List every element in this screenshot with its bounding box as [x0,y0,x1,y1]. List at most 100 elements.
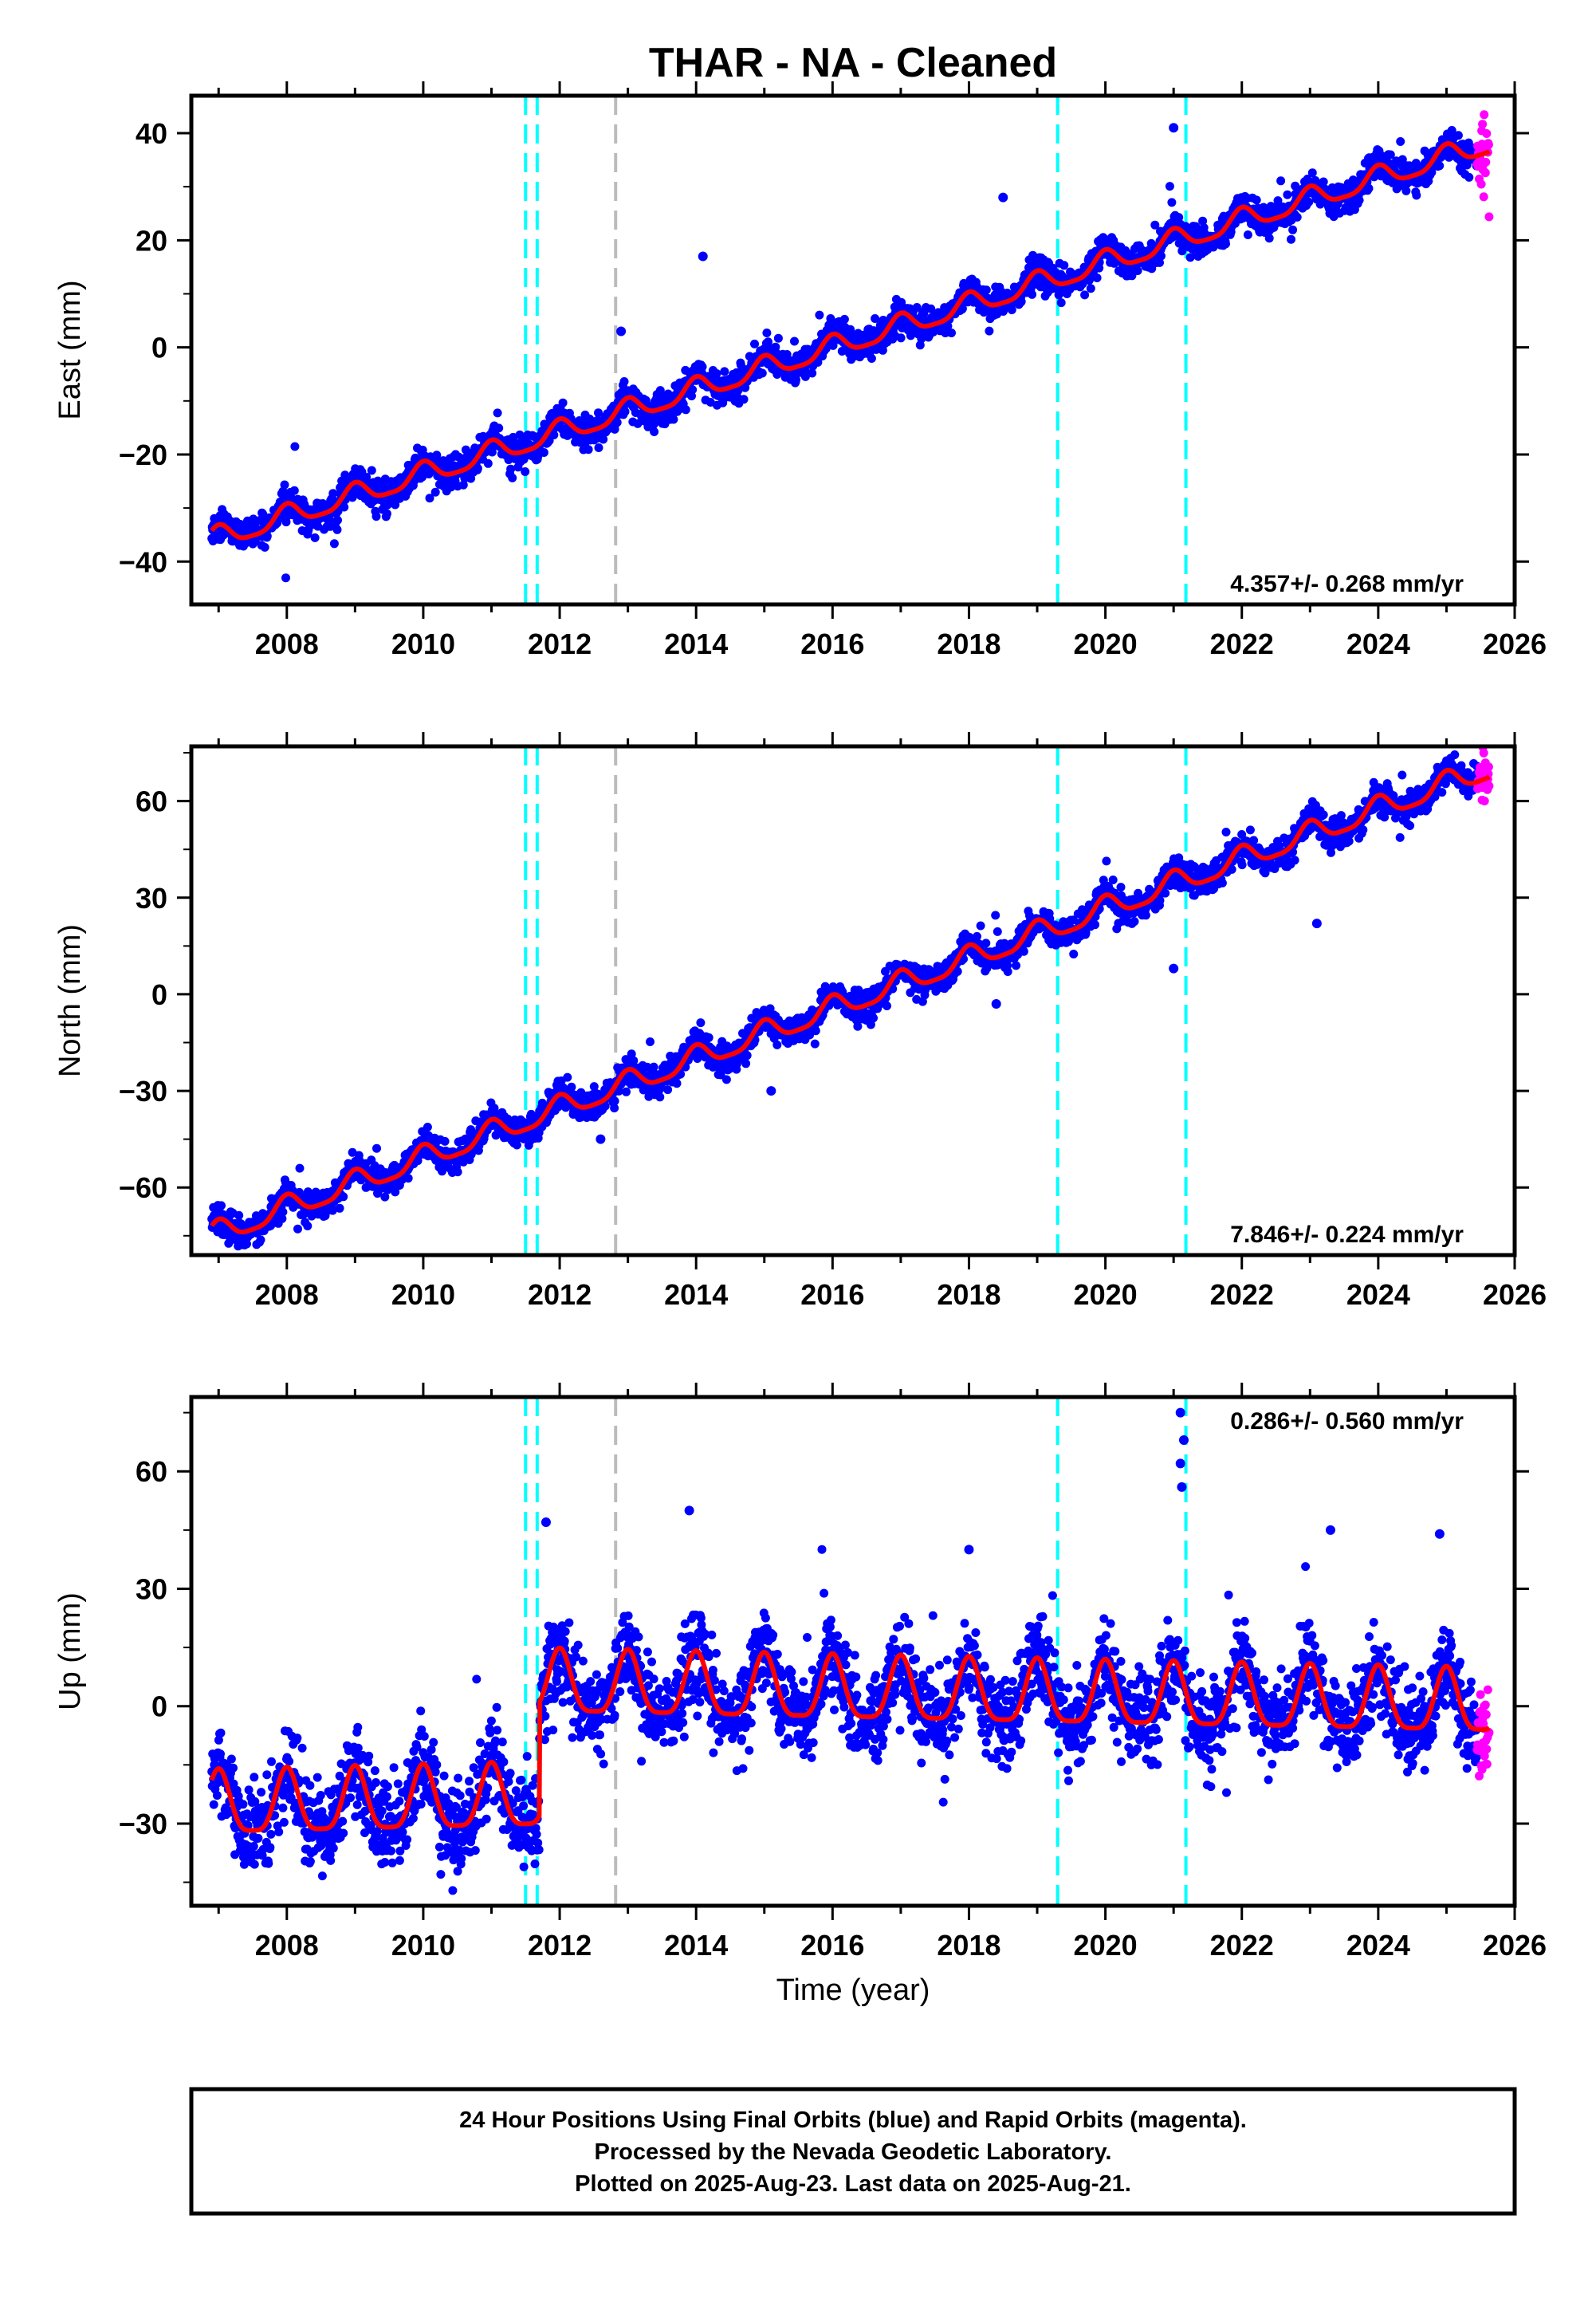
east-final-point [757,368,767,378]
east-final-point [1364,183,1374,193]
east-final-point [669,415,678,424]
east-final-point [619,377,629,386]
east-final-point [584,445,593,455]
east-final-point [790,336,799,346]
north-final-point [403,1174,413,1183]
east-final-point [1307,168,1317,178]
east-final-point [762,329,772,337]
east-x-tick-label: 2010 [391,628,455,660]
east-final-point [1056,298,1066,308]
east-final-point [1464,172,1474,182]
east-final-point [310,533,320,542]
east-x-tick-label: 2016 [800,628,864,660]
east-final-point [681,405,690,415]
east-final-point [706,398,715,407]
east-outlier-point [998,192,1008,203]
north-final-point [293,1224,302,1234]
east-final-point [650,427,659,436]
east-rapid-point [1481,157,1491,167]
east-final-point [483,458,493,468]
north-final-point [672,1079,682,1088]
east-final-point [867,354,876,363]
east-final-point [1028,289,1037,299]
east-rapid-point [1479,192,1488,202]
east-final-point [558,398,568,407]
north-final-point [810,1039,820,1049]
east-final-point [328,489,338,498]
north-final-point [646,1037,655,1046]
east-final-point [382,509,391,518]
east-final-point [1252,195,1261,205]
east-final-point [792,375,800,384]
east-final-point [633,419,643,428]
east-final-point [1243,230,1252,239]
east-final-point [473,463,482,473]
north-final-point [704,1033,713,1042]
east-final-point [1319,177,1328,187]
east-final-point [1157,251,1166,261]
north-final-point [991,911,1000,920]
east-final-point [1283,190,1292,199]
north-final-point [811,1026,820,1036]
north-final-point [649,1062,658,1072]
north-final-point [1012,961,1020,970]
east-final-point [839,314,849,324]
east-final-point [391,500,400,510]
east-outlier-point [616,326,627,336]
east-final-point [813,357,823,367]
east-x-tick-label: 2024 [1346,628,1410,660]
north-final-point [742,1051,752,1061]
east-final-point [878,345,887,355]
east-final-point [720,367,729,376]
east-final-point [698,362,707,372]
east-final-point [1092,274,1102,282]
east-x-tick-label: 2012 [528,628,592,660]
north-plot-area [207,746,1494,1255]
north-final-point [256,1235,265,1245]
north-final-point [372,1143,381,1153]
east-final-point [367,466,376,475]
north-final-point [976,921,985,931]
east-final-point [1453,131,1463,140]
east-outlier-point [698,251,708,262]
east-outlier-point [1169,123,1179,133]
north-final-point [883,1002,891,1010]
east-final-point [281,573,290,583]
east-final-point [515,430,525,439]
north-final-point [440,1136,450,1146]
north-final-point [655,1092,665,1102]
north-final-point [303,1222,313,1230]
east-final-point [712,369,721,378]
east-final-point [332,525,342,534]
east-final-point [612,418,622,427]
east-final-point [539,448,548,457]
east-final-point [340,502,349,512]
north-final-point [981,939,991,948]
north-final-point [217,1201,226,1210]
east-final-point [1165,182,1174,191]
east-rate-label: 4.357+/- 0.268 mm/yr [1230,571,1464,597]
east-rapid-point [1480,110,1489,120]
east-final-point [926,304,936,313]
east-rapid-orbit-points [1472,110,1494,222]
north-panel: 2008 2010 2012 2014 2016 2018 2020 2022 2024 2026… [53,732,1547,1311]
east-final-point [912,303,922,312]
north-final-point [696,1018,706,1028]
east-final-point [262,531,272,541]
east-plot-area [207,96,1494,604]
east-final-point [1086,284,1095,293]
east-final-point [871,314,880,323]
north-final-point [772,1040,782,1049]
east-y-tick-label: −40 [119,545,167,578]
east-final-point [1059,261,1069,270]
east-rapid-point [1482,129,1492,138]
east-final-point [1133,266,1142,275]
east-final-point [371,512,381,521]
north-final-point [1019,946,1028,956]
east-final-point [1264,234,1274,243]
east-final-point [1276,176,1286,186]
east-x-tick-label: 2014 [664,628,728,660]
east-final-point [896,333,906,343]
east-final-point [549,431,559,439]
